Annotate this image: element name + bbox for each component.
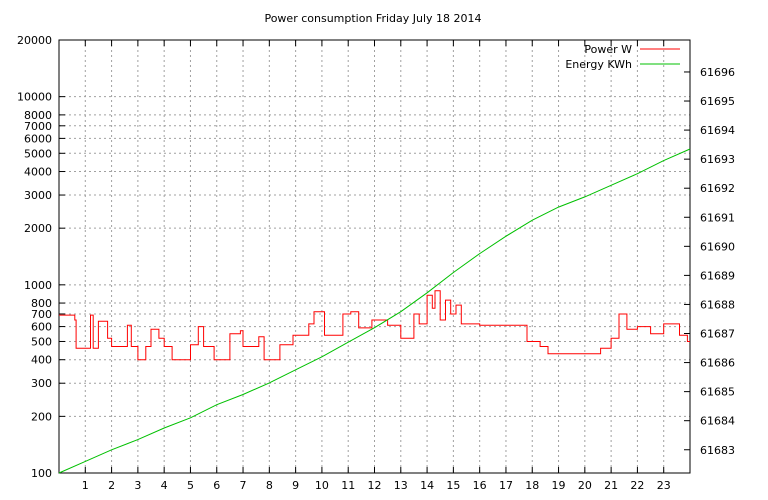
- y2-tick-label: 61691: [700, 211, 735, 224]
- x-tick-label: 16: [473, 479, 487, 492]
- x-tick-label: 10: [315, 479, 329, 492]
- y-tick-label: 200: [31, 410, 52, 423]
- y2-tick-label: 61687: [700, 328, 735, 341]
- x-tick-label: 3: [134, 479, 141, 492]
- y-tick-label: 500: [31, 335, 52, 348]
- x-tick-label: 8: [266, 479, 273, 492]
- y-tick-label: 10000: [17, 91, 52, 104]
- x-tick-label: 21: [604, 479, 618, 492]
- legend-label-power: Power W: [584, 43, 632, 56]
- y2-tick-label: 61692: [700, 182, 735, 195]
- series-line-power-w: [59, 290, 690, 361]
- x-tick-label: 22: [630, 479, 644, 492]
- legend-label-energy: Energy KWh: [565, 58, 632, 71]
- x-tick-label: 6: [213, 479, 220, 492]
- y-tick-label: 1000: [24, 279, 52, 292]
- y-tick-label: 100: [31, 467, 52, 480]
- y2-tick-label: 61690: [700, 240, 735, 253]
- x-tick-label: 17: [499, 479, 513, 492]
- y-tick-label: 300: [31, 377, 52, 390]
- y2-tick-label: 61689: [700, 269, 735, 282]
- x-tick-label: 4: [161, 479, 168, 492]
- x-tick-label: 23: [657, 479, 671, 492]
- x-tick-label: 14: [420, 479, 434, 492]
- y-tick-label: 7000: [24, 120, 52, 133]
- x-tick-label: 1: [82, 479, 89, 492]
- y-tick-label: 800: [31, 297, 52, 310]
- y2-tick-label: 61686: [700, 357, 735, 370]
- x-tick-label: 18: [525, 479, 539, 492]
- x-tick-label: 12: [368, 479, 382, 492]
- chart-title: Power consumption Friday July 18 2014: [264, 12, 481, 25]
- grid-lines: [59, 39, 690, 474]
- y-tick-label: 2000: [24, 222, 52, 235]
- axis-ticks: 1 2 3 4 5 6 7 8 9 10 11 12 13 14 15 16 17 18 19 20 21 22 23100…: [17, 34, 735, 492]
- x-tick-label: 20: [578, 479, 592, 492]
- y-tick-label: 8000: [24, 109, 52, 122]
- y2-tick-label: 61694: [700, 124, 735, 137]
- y2-tick-label: 61684: [700, 415, 735, 428]
- y-tick-label: 600: [31, 321, 52, 334]
- series-lines: [58, 148, 691, 474]
- x-tick-label: 7: [240, 479, 247, 492]
- y2-tick-label: 61696: [700, 66, 735, 79]
- y2-tick-label: 61693: [700, 153, 735, 166]
- y-tick-label: 5000: [24, 147, 52, 160]
- y2-tick-label: 61695: [700, 95, 735, 108]
- x-tick-label: 5: [187, 479, 194, 492]
- y2-tick-label: 61683: [700, 444, 735, 457]
- y2-tick-label: 61688: [700, 298, 735, 311]
- y-tick-label: 3000: [24, 189, 52, 202]
- x-tick-label: 9: [292, 479, 299, 492]
- y-tick-label: 20000: [17, 34, 52, 47]
- y-tick-label: 6000: [24, 132, 52, 145]
- y-tick-label: 400: [31, 354, 52, 367]
- series-line-energy-kwh: [58, 148, 691, 474]
- x-tick-label: 2: [108, 479, 115, 492]
- legend: Power W Energy KWh: [565, 43, 680, 71]
- y-tick-label: 700: [31, 308, 52, 321]
- x-tick-label: 13: [394, 479, 408, 492]
- x-tick-label: 11: [341, 479, 355, 492]
- y2-tick-label: 61685: [700, 386, 735, 399]
- x-tick-label: 15: [446, 479, 460, 492]
- y-tick-label: 4000: [24, 166, 52, 179]
- x-tick-label: 19: [552, 479, 566, 492]
